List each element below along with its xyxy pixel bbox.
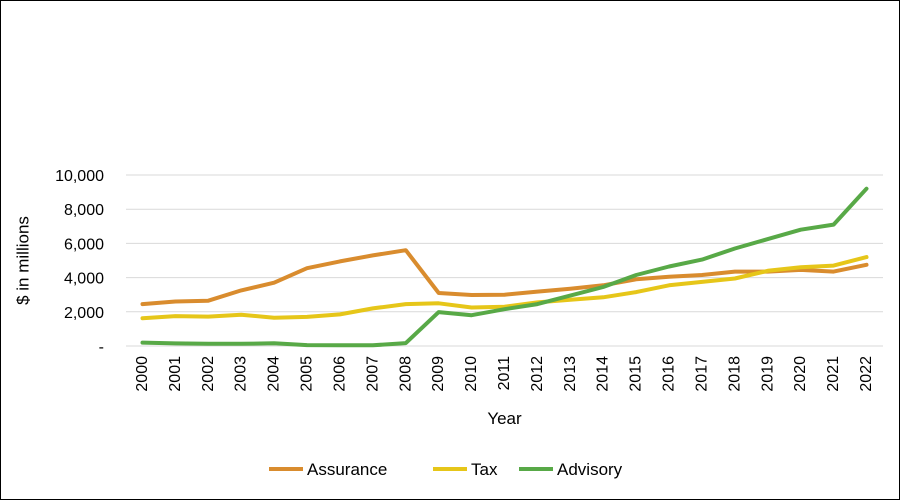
x-tick-label: 2000 [134, 356, 151, 392]
x-tick-label: 2003 [233, 356, 250, 392]
legend-label-advisory: Advisory [557, 460, 623, 479]
x-tick-label: 2018 [726, 356, 743, 392]
series-line-advisory [140, 186, 869, 348]
x-tick-label: 2015 [628, 356, 645, 392]
x-tick-label: 2021 [825, 356, 842, 392]
x-tick-label: 2012 [529, 356, 546, 392]
x-tick-label: 2019 [759, 356, 776, 392]
x-tick-label: 2001 [167, 356, 184, 392]
x-tick-label: 2010 [463, 356, 480, 392]
series-line-tax [140, 255, 869, 321]
x-axis-title: Year [487, 409, 522, 428]
y-tick-label: 10,000 [55, 168, 104, 185]
y-tick-label: 2,000 [64, 305, 104, 322]
y-tick-label: 4,000 [64, 271, 104, 288]
legend-label-assurance: Assurance [307, 460, 387, 479]
y-tick-label: 6,000 [64, 236, 104, 253]
series-lines [140, 186, 869, 348]
x-tick-label: 2008 [397, 356, 414, 392]
x-axis-ticks: 2000 2001 2002 2003 2004 2005 2006 2007 2008 2009… [134, 356, 875, 392]
x-tick-label: 2002 [200, 356, 217, 392]
x-tick-label: 2020 [792, 356, 809, 392]
y-axis-ticks: - 2,000 4,000 6,000 8,000 10,000 [55, 168, 104, 356]
x-tick-label: 2005 [299, 356, 316, 392]
legend-label-tax: Tax [471, 460, 498, 479]
series-line-assurance [140, 248, 869, 307]
x-tick-label: 2011 [496, 356, 513, 391]
x-tick-label: 2022 [858, 356, 875, 392]
x-tick-label: 2013 [562, 356, 579, 392]
y-tick-label: - [99, 339, 104, 356]
x-tick-label: 2004 [266, 356, 283, 392]
x-tick-label: 2017 [693, 356, 710, 392]
x-tick-label: 2006 [331, 356, 348, 392]
gridlines [126, 174, 883, 347]
x-tick-label: 2009 [430, 356, 447, 392]
x-tick-label: 2007 [364, 356, 381, 392]
x-tick-label: 2014 [595, 356, 612, 392]
y-axis-title: $ in millions [14, 216, 33, 305]
y-tick-label: 8,000 [64, 202, 104, 219]
x-tick-label: 2016 [661, 356, 678, 392]
legend: Assurance Tax Advisory [269, 460, 623, 479]
